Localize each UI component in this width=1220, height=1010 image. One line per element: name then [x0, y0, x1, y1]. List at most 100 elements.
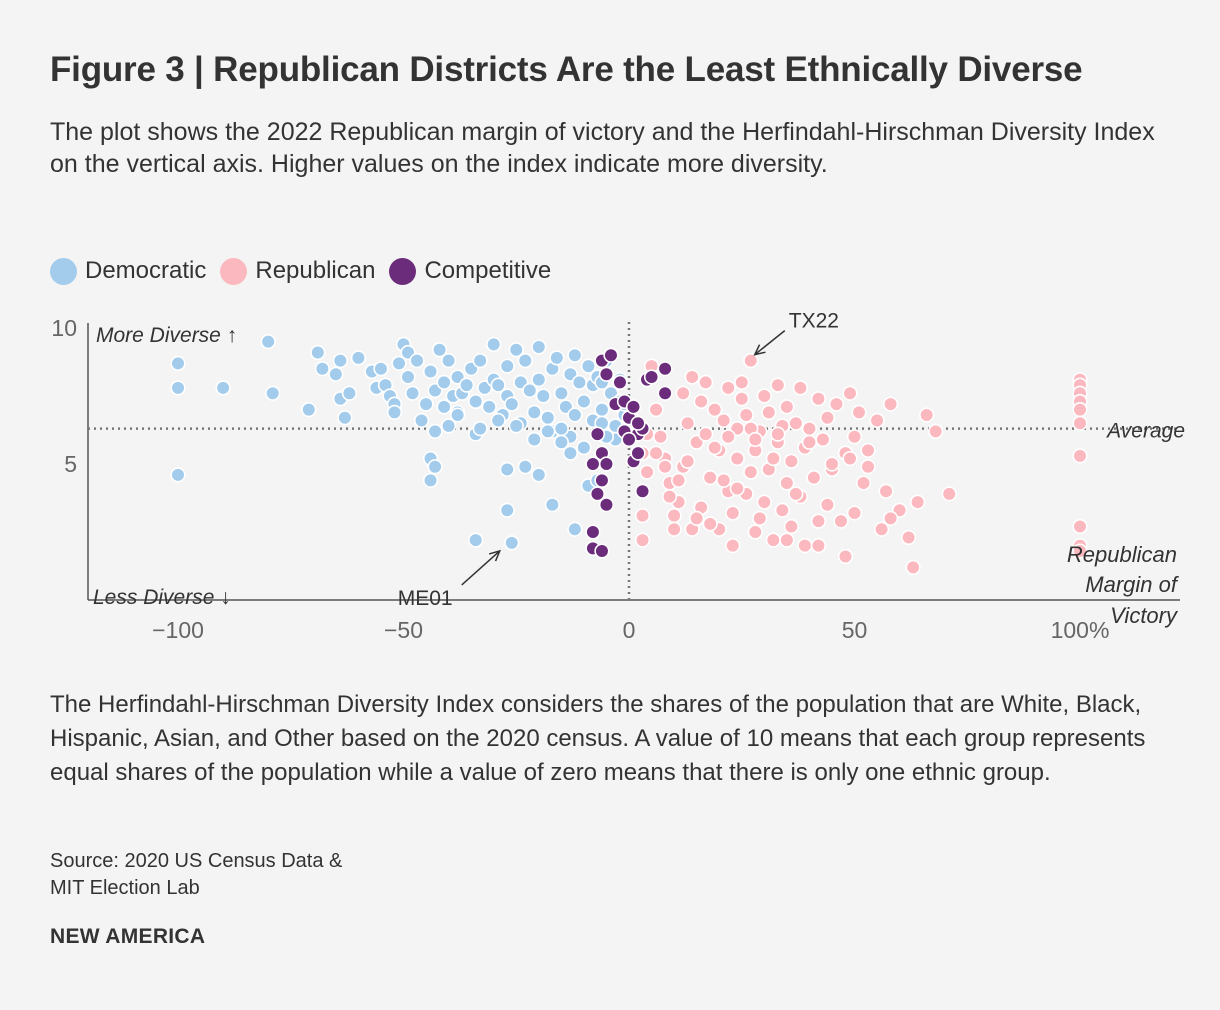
republican-point [770, 377, 786, 393]
republican-point [792, 380, 808, 396]
x-axis-title-line-3: Victory [1110, 603, 1179, 628]
democratic-point [508, 342, 524, 358]
republican-point [905, 559, 921, 575]
legend-item-democratic: Democratic [50, 257, 206, 285]
competitive-point [598, 456, 615, 472]
democratic-point [391, 355, 407, 371]
republican-point [941, 486, 957, 502]
democratic-point [337, 410, 353, 426]
republican-point [882, 510, 899, 527]
competitive-point [612, 374, 628, 391]
republican-point [693, 393, 709, 410]
democratic-point [553, 385, 569, 401]
democratic-point [531, 339, 547, 355]
legend-label-republican: Republican [255, 257, 376, 284]
republican-point [1072, 448, 1088, 464]
democratic-point [531, 467, 547, 483]
republican-point [901, 529, 917, 546]
republican-point [702, 516, 718, 532]
republican-point [819, 410, 836, 426]
democratic-point [553, 421, 569, 437]
republican-point [919, 407, 935, 423]
republican-point [639, 464, 655, 480]
republican-point [779, 475, 795, 491]
more-diverse-label: More Diverse ↑ [96, 324, 237, 347]
republican-point [634, 508, 651, 524]
democratic-point [594, 402, 610, 418]
democratic-point [170, 355, 186, 371]
democratic-point [441, 418, 457, 434]
republican-point [801, 434, 818, 450]
source-line-2: MIT Election Lab [50, 877, 200, 899]
me01-arrow-head [488, 549, 502, 562]
legend-swatch-competitive [389, 257, 417, 285]
democratic-point [422, 363, 439, 380]
republican-point [707, 402, 723, 418]
competitive-point [621, 431, 637, 448]
competitive-point [634, 483, 651, 499]
republican-point [1072, 402, 1088, 418]
republican-point [634, 532, 651, 548]
republican-point [779, 532, 795, 548]
democratic-point [576, 393, 592, 410]
republican-point [846, 429, 863, 445]
democratic-point [535, 388, 551, 404]
legend-swatch-democratic [50, 257, 77, 285]
democratic-point [386, 404, 403, 420]
republican-point [819, 497, 836, 513]
republican-point [788, 415, 804, 431]
competitive-point [603, 347, 619, 363]
democratic-point [531, 372, 547, 388]
republican-point [770, 426, 786, 442]
democratic-point [400, 369, 416, 385]
methodology-note: The Herfindahl-Hirschman Diversity Index… [50, 691, 1146, 786]
x-tick-label: −50 [384, 617, 423, 643]
democratic-point [567, 347, 583, 363]
republican-point [756, 494, 772, 510]
republican-point [860, 442, 876, 459]
republican-point [657, 459, 673, 475]
republican-point [797, 537, 813, 554]
republican-point [806, 470, 822, 486]
democratic-point [499, 461, 515, 478]
republican-point [752, 510, 768, 527]
democratic-point [418, 396, 434, 412]
competitive-point [657, 385, 673, 401]
republican-point [878, 483, 894, 499]
republican-point [761, 404, 777, 420]
democratic-point [490, 412, 506, 429]
republican-point [765, 450, 781, 467]
republican-point [860, 459, 876, 475]
republican-point [810, 391, 827, 407]
democratic-point [310, 344, 326, 361]
republican-point [842, 450, 858, 467]
democratic-point [499, 502, 515, 518]
democratic-point [332, 353, 348, 369]
republican-point [661, 489, 678, 505]
republican-point [828, 396, 845, 412]
republican-point [842, 385, 858, 401]
points-layer [170, 334, 1088, 575]
republican-point [680, 415, 696, 431]
democratic-point [499, 358, 515, 374]
democratic-point [341, 385, 357, 401]
republican-point [855, 475, 872, 491]
democratic-point [576, 440, 592, 456]
democratic-point [328, 366, 344, 382]
x-axis-title-line-1: Republican [1067, 542, 1177, 567]
republican-point [702, 470, 718, 486]
democratic-point [567, 521, 583, 537]
republican-point [716, 472, 732, 488]
republican-point [801, 421, 818, 437]
democratic-point [472, 353, 488, 369]
republican-point [774, 502, 790, 518]
figure-subtitle: The plot shows the 2022 Republican margi… [50, 118, 1155, 178]
tx22-arrow-head [753, 344, 766, 356]
competitive-point [643, 369, 660, 385]
me01-label: ME01 [398, 587, 453, 610]
democratic-point [409, 353, 425, 369]
tx22-label: TX22 [789, 310, 839, 333]
democratic-point [459, 377, 475, 393]
democratic-point [450, 407, 466, 423]
democratic-point [436, 399, 452, 415]
